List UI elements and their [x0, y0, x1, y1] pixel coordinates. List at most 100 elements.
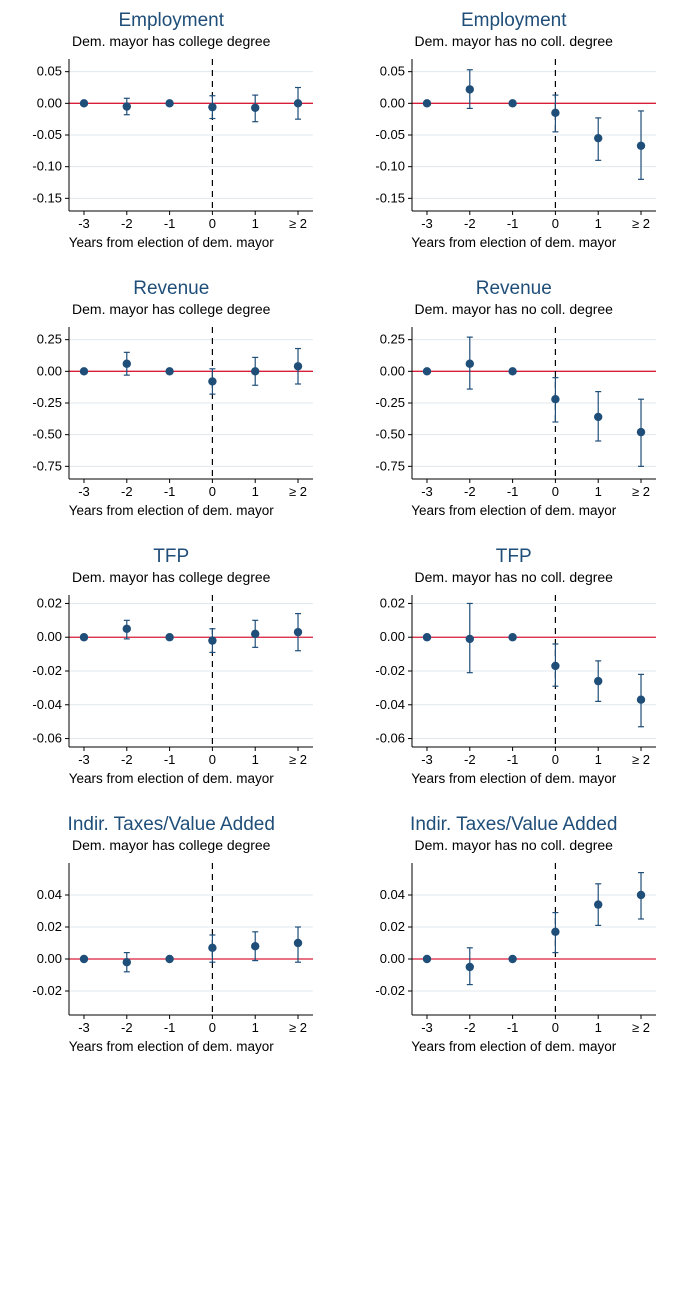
x-tick-label: -2	[121, 752, 133, 767]
data-point	[465, 635, 473, 643]
y-tick-label: 0.25	[379, 332, 404, 347]
x-tick-label: -1	[164, 1020, 176, 1035]
y-tick-label: 0.00	[379, 363, 404, 378]
data-point	[166, 633, 174, 641]
panel-subtitle: Dem. mayor has college degree	[72, 301, 270, 317]
y-tick-label: -0.04	[33, 697, 63, 712]
data-point	[423, 633, 431, 641]
data-point	[423, 367, 431, 375]
data-point	[123, 102, 131, 110]
data-point	[123, 360, 131, 368]
y-tick-label: 0.05	[37, 64, 62, 79]
x-tick-label: 1	[252, 1020, 259, 1035]
y-tick-label: -0.15	[33, 190, 63, 205]
data-point	[465, 360, 473, 368]
x-tick-label: 1	[252, 216, 259, 231]
plot-area: -0.06-0.04-0.020.000.02-3-2-101≥ 2	[21, 589, 321, 769]
data-point	[594, 134, 602, 142]
data-point	[166, 955, 174, 963]
chart-panel: RevenueDem. mayor has no coll. degree-0.…	[353, 278, 676, 518]
x-tick-label: 0	[209, 1020, 216, 1035]
data-point	[551, 395, 559, 403]
panel-title: Indir. Taxes/Value Added	[410, 814, 617, 836]
data-point	[251, 104, 259, 112]
x-tick-label: ≥ 2	[289, 752, 307, 767]
x-tick-label: -1	[507, 1020, 519, 1035]
data-point	[166, 367, 174, 375]
panel-title: Employment	[461, 10, 567, 32]
x-axis-label: Years from election of dem. mayor	[411, 235, 616, 250]
y-tick-label: 0.04	[37, 887, 62, 902]
x-tick-label: 0	[209, 216, 216, 231]
data-point	[465, 963, 473, 971]
x-tick-label: -2	[121, 216, 133, 231]
x-tick-label: -1	[507, 484, 519, 499]
data-point	[551, 662, 559, 670]
x-axis-label: Years from election of dem. mayor	[69, 771, 274, 786]
y-tick-label: -0.05	[375, 127, 405, 142]
data-point	[80, 99, 88, 107]
y-tick-label: -0.50	[33, 427, 63, 442]
x-tick-label: -2	[464, 484, 476, 499]
data-point	[294, 99, 302, 107]
y-tick-label: -0.02	[33, 983, 63, 998]
y-tick-label: -0.50	[375, 427, 405, 442]
y-tick-label: -0.15	[375, 190, 405, 205]
plot-area: -0.75-0.50-0.250.000.25-3-2-101≥ 2	[21, 321, 321, 501]
chart-panel: Indir. Taxes/Value AddedDem. mayor has c…	[10, 814, 333, 1054]
x-tick-label: 0	[552, 484, 559, 499]
y-tick-label: 0.02	[37, 919, 62, 934]
y-tick-label: -0.25	[375, 395, 405, 410]
plot-area: -0.75-0.50-0.250.000.25-3-2-101≥ 2	[364, 321, 664, 501]
x-tick-label: -3	[421, 752, 433, 767]
x-axis-label: Years from election of dem. mayor	[411, 503, 616, 518]
panel-subtitle: Dem. mayor has no coll. degree	[415, 301, 613, 317]
data-point	[294, 628, 302, 636]
y-tick-label: -0.75	[375, 458, 405, 473]
data-point	[80, 955, 88, 963]
x-axis-label: Years from election of dem. mayor	[69, 503, 274, 518]
data-point	[251, 367, 259, 375]
x-tick-label: ≥ 2	[289, 1020, 307, 1035]
data-point	[508, 367, 516, 375]
x-tick-label: -1	[164, 216, 176, 231]
data-point	[637, 428, 645, 436]
data-point	[208, 103, 216, 111]
data-point	[637, 891, 645, 899]
y-tick-label: -0.06	[33, 731, 63, 746]
plot-area: -0.15-0.10-0.050.000.05-3-2-101≥ 2	[21, 53, 321, 233]
x-tick-label: 0	[209, 484, 216, 499]
panel-title: TFP	[153, 546, 189, 568]
x-tick-label: ≥ 2	[632, 484, 650, 499]
y-tick-label: -0.75	[33, 458, 63, 473]
y-tick-label: -0.10	[375, 159, 405, 174]
y-tick-label: 0.00	[379, 951, 404, 966]
data-point	[80, 367, 88, 375]
data-point	[637, 696, 645, 704]
y-tick-label: -0.05	[33, 127, 63, 142]
chart-panel: EmploymentDem. mayor has college degree-…	[10, 10, 333, 250]
data-point	[508, 955, 516, 963]
x-tick-label: -2	[121, 484, 133, 499]
y-tick-label: -0.04	[375, 697, 405, 712]
y-tick-label: 0.04	[379, 887, 404, 902]
chart-panel: Indir. Taxes/Value AddedDem. mayor has n…	[353, 814, 676, 1054]
chart-panel: TFPDem. mayor has college degree-0.06-0.…	[10, 546, 333, 786]
x-tick-label: 0	[552, 752, 559, 767]
y-tick-label: 0.00	[379, 629, 404, 644]
x-tick-label: -3	[78, 752, 90, 767]
x-tick-label: -3	[421, 484, 433, 499]
x-axis-label: Years from election of dem. mayor	[411, 1039, 616, 1054]
panel-title: Employment	[118, 10, 224, 32]
y-tick-label: 0.02	[37, 595, 62, 610]
x-tick-label: -1	[507, 752, 519, 767]
data-point	[423, 99, 431, 107]
chart-panel: EmploymentDem. mayor has no coll. degree…	[353, 10, 676, 250]
y-tick-label: 0.00	[37, 363, 62, 378]
panel-subtitle: Dem. mayor has no coll. degree	[415, 33, 613, 49]
x-tick-label: -2	[464, 752, 476, 767]
x-tick-label: -3	[78, 1020, 90, 1035]
y-tick-label: -0.02	[375, 663, 405, 678]
x-axis-label: Years from election of dem. mayor	[69, 1039, 274, 1054]
x-tick-label: 1	[252, 752, 259, 767]
